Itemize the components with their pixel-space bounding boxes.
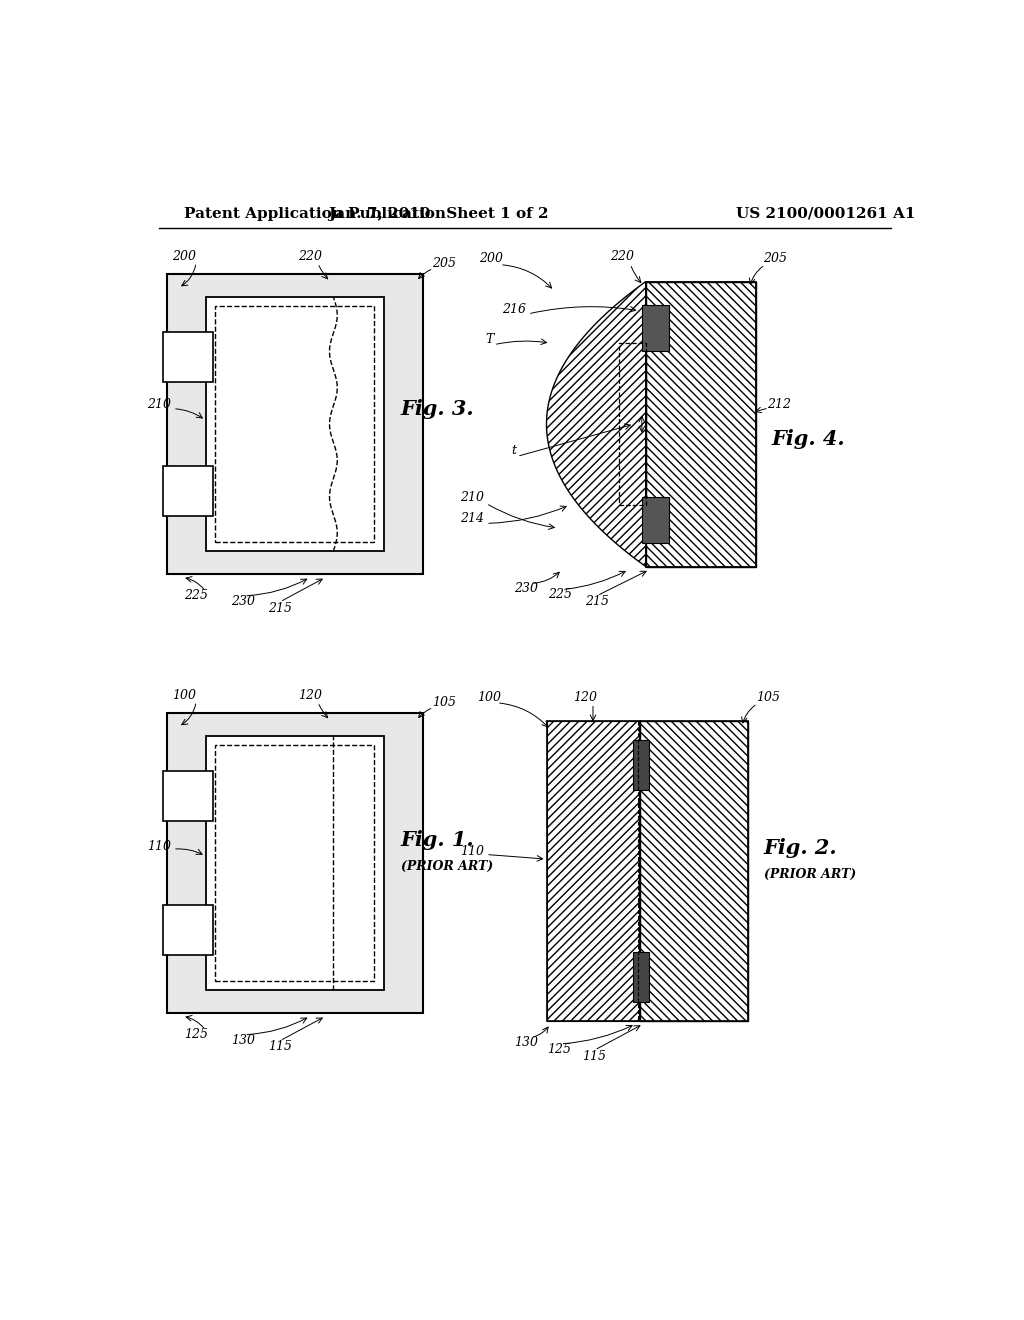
Text: 120: 120 bbox=[573, 690, 597, 704]
Text: 215: 215 bbox=[585, 595, 609, 609]
Text: 110: 110 bbox=[461, 845, 484, 858]
Text: 215: 215 bbox=[268, 602, 292, 615]
Text: 115: 115 bbox=[583, 1049, 606, 1063]
Bar bbox=[646, 281, 756, 566]
Text: (PRIOR ART): (PRIOR ART) bbox=[400, 861, 493, 874]
Text: Fig. 2.: Fig. 2. bbox=[764, 838, 838, 858]
Text: 120: 120 bbox=[298, 689, 323, 702]
Bar bbox=[640, 721, 748, 1020]
Bar bbox=[163, 771, 213, 821]
Text: 220: 220 bbox=[298, 251, 323, 264]
Text: T: T bbox=[485, 333, 494, 346]
Bar bbox=[547, 721, 640, 1020]
Bar bbox=[167, 713, 423, 1014]
Text: 130: 130 bbox=[230, 1035, 255, 1047]
Text: 125: 125 bbox=[547, 1043, 571, 1056]
Text: 205: 205 bbox=[764, 252, 787, 265]
Text: 200: 200 bbox=[478, 252, 503, 265]
Bar bbox=[646, 281, 756, 566]
Text: 225: 225 bbox=[549, 589, 572, 602]
Text: Fig. 3.: Fig. 3. bbox=[400, 399, 474, 418]
Text: US 2100/0001261 A1: US 2100/0001261 A1 bbox=[736, 207, 915, 220]
Text: 110: 110 bbox=[147, 840, 171, 853]
Text: 205: 205 bbox=[432, 256, 456, 269]
Text: 212: 212 bbox=[767, 399, 792, 412]
Text: 125: 125 bbox=[184, 1028, 208, 1041]
Text: Jan. 7, 2010   Sheet 1 of 2: Jan. 7, 2010 Sheet 1 of 2 bbox=[328, 207, 548, 220]
Text: 220: 220 bbox=[610, 251, 635, 264]
Text: 200: 200 bbox=[172, 251, 196, 264]
Text: 210: 210 bbox=[147, 399, 171, 412]
Text: 210: 210 bbox=[461, 491, 484, 504]
Text: 100: 100 bbox=[172, 689, 196, 702]
Bar bbox=[633, 952, 649, 1002]
Bar bbox=[642, 305, 669, 351]
Polygon shape bbox=[547, 281, 646, 566]
Text: 130: 130 bbox=[514, 1036, 539, 1049]
Text: Fig. 1.: Fig. 1. bbox=[400, 830, 474, 850]
Bar bbox=[163, 906, 213, 956]
Text: 230: 230 bbox=[230, 595, 255, 609]
Bar bbox=[215, 306, 375, 543]
Text: 214: 214 bbox=[461, 512, 484, 525]
Bar bbox=[642, 498, 669, 544]
Text: t: t bbox=[511, 445, 516, 458]
Text: 115: 115 bbox=[268, 1040, 292, 1053]
Text: 230: 230 bbox=[514, 582, 539, 594]
Bar bbox=[163, 331, 213, 381]
Bar bbox=[163, 466, 213, 516]
Text: Fig. 4.: Fig. 4. bbox=[771, 429, 845, 449]
Bar bbox=[633, 739, 649, 789]
Text: 105: 105 bbox=[756, 690, 779, 704]
Text: 216: 216 bbox=[503, 302, 526, 315]
Bar bbox=[640, 721, 748, 1020]
Bar bbox=[167, 275, 423, 574]
Bar bbox=[618, 343, 646, 506]
Text: 100: 100 bbox=[477, 690, 501, 704]
Text: 105: 105 bbox=[432, 696, 456, 709]
Bar bbox=[215, 744, 375, 981]
Text: 225: 225 bbox=[184, 589, 208, 602]
Bar bbox=[206, 297, 384, 552]
Bar bbox=[547, 721, 640, 1020]
Bar bbox=[206, 737, 384, 990]
Text: Patent Application Publication: Patent Application Publication bbox=[183, 207, 445, 220]
Text: (PRIOR ART): (PRIOR ART) bbox=[764, 869, 856, 880]
